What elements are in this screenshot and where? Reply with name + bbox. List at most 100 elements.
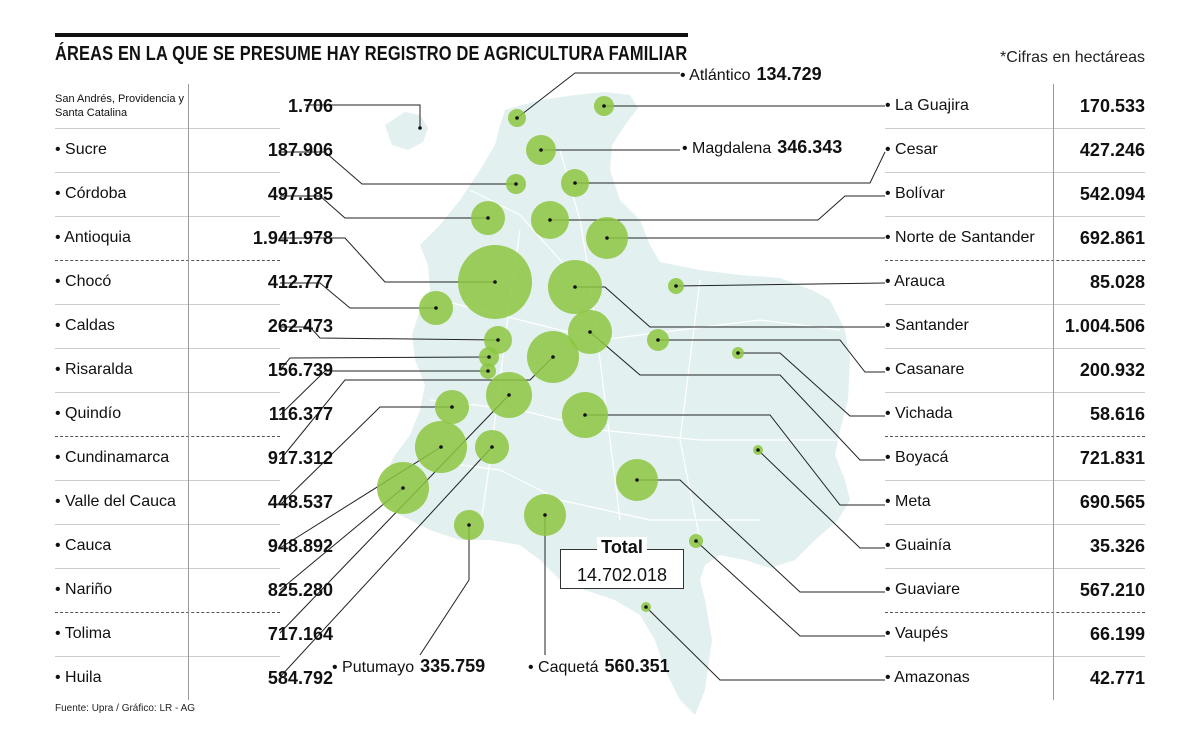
narino-leader-line: [279, 487, 404, 591]
right-table-value: 1.004.506: [1064, 316, 1145, 336]
leader-lines: [279, 72, 886, 681]
right-table-row: • Boyacá 721.831: [885, 436, 1145, 480]
right-table-row: • Casanare 200.932: [885, 348, 1145, 392]
left-table-value: 497.185: [267, 184, 333, 204]
left-table-value: 262.473: [267, 316, 333, 336]
left-table-row: • Chocó 412.777: [55, 260, 333, 304]
left-table-value: 412.777: [267, 272, 333, 292]
left-table-divider: [55, 304, 280, 305]
callout-magdalena-name: • Magdalena: [682, 140, 772, 157]
units-note: *Cifras en hectáreas: [1000, 49, 1145, 66]
tolima-leader-line: [279, 394, 510, 634]
left-table-divider: [55, 348, 280, 349]
choco-leader-line: [280, 282, 436, 309]
left-table-separator: [188, 128, 189, 172]
left-table-separator: [188, 260, 189, 304]
left-table-divider: [55, 656, 280, 657]
huila-center-dot: [490, 445, 494, 449]
left-table-name: • Nariño: [55, 581, 113, 598]
bolivar-center-dot: [548, 218, 552, 222]
left-table-name: • Córdoba: [55, 185, 127, 202]
cesar-center-dot: [573, 181, 577, 185]
left-table-row: • Antioquia 1.941.978: [55, 216, 333, 260]
boyaca-leader-line: [589, 331, 885, 461]
left-table-name: • Chocó: [55, 273, 112, 290]
left-table-name: • Sucre: [55, 141, 107, 158]
atlantico-leader-line: [516, 72, 680, 119]
right-table-value: 170.533: [1079, 96, 1145, 116]
right-table-separator: [1053, 480, 1054, 524]
left-table-separator: [188, 656, 189, 700]
callout-putumayo-value: 335.759: [420, 656, 486, 676]
right-table-row: • Cesar 427.246: [885, 128, 1145, 172]
right-table-separator: [1053, 216, 1054, 260]
risaralda-center-dot: [487, 355, 491, 359]
cesar-leader-line: [575, 151, 886, 184]
left-table-divider: [55, 524, 280, 525]
right-table-value: 567.210: [1079, 580, 1145, 600]
right-table-value: 58.616: [1089, 404, 1145, 424]
left-table-row: • Cundinamarca 917.312: [55, 436, 333, 480]
total-value: 14.702.018: [576, 565, 668, 585]
left-table-divider: [55, 436, 280, 437]
valle-center-dot: [450, 405, 454, 409]
magdalena-center-dot: [539, 148, 543, 152]
right-table-name: • Bolívar: [885, 185, 945, 202]
left-table-row: • Valle del Cauca 448.537: [55, 480, 333, 524]
guaviare-leader-line: [637, 479, 885, 593]
left-table-divider: [55, 392, 280, 393]
left-table-row: • Córdoba 497.185: [55, 172, 333, 216]
right-table-name: • Vaupés: [885, 625, 949, 642]
vichada-center-dot: [736, 351, 740, 355]
antioquia-center-dot: [493, 280, 497, 284]
antioquia-leader-line: [280, 237, 495, 283]
left-table-row: • Quindío 116.377: [55, 392, 333, 436]
casanare-leader-line: [658, 339, 885, 373]
map-title: ÁREAS EN LA QUE SE PRESUME HAY REGISTRO …: [55, 43, 688, 65]
quindio-center-dot: [486, 369, 490, 373]
la-guajira-center-dot: [602, 104, 606, 108]
left-table-name: • Antioquia: [55, 229, 131, 246]
left-table-value: 917.312: [267, 448, 333, 468]
left-table-value: 448.537: [267, 492, 333, 512]
right-table-row: • Norte de Santander 692.861: [885, 216, 1145, 260]
san-andres-leader-line: [305, 104, 421, 128]
left-table-name: • Valle del Cauca: [55, 493, 176, 510]
left-table-name: • Quindío: [55, 405, 122, 422]
right-table-row: • Amazonas 42.771: [885, 656, 1145, 700]
right-table-value: 200.932: [1079, 360, 1145, 380]
left-table-separator: [188, 612, 189, 656]
right-table-value: 690.565: [1079, 492, 1145, 512]
left-table-separator: [188, 304, 189, 348]
callout-atlantico-name: • Atlántico: [680, 67, 751, 84]
right-table-row: • Guaviare 567.210: [885, 568, 1145, 612]
left-table-separator: [188, 392, 189, 436]
callout-caqueta: • Caquetá 560.351: [528, 656, 670, 677]
left-table-value: 116.377: [268, 404, 333, 424]
right-table-name: • Santander: [885, 317, 969, 334]
left-table-row: • Tolima 717.164: [55, 612, 333, 656]
right-table-separator: [1053, 260, 1054, 304]
right-table-row: • Bolívar 542.094: [885, 172, 1145, 216]
callout-putumayo-name: • Putumayo: [332, 659, 415, 676]
arauca-center-dot: [674, 284, 678, 288]
cauca-center-dot: [439, 445, 443, 449]
vichada-leader-line: [738, 352, 885, 417]
putumayo-leader-line: [419, 525, 470, 656]
right-table-value: 542.094: [1079, 184, 1145, 204]
casanare-center-dot: [656, 338, 660, 342]
right-table-value: 85.028: [1089, 272, 1145, 292]
right-table-value: 721.831: [1079, 448, 1145, 468]
right-table-row: • La Guajira 170.533: [885, 84, 1145, 128]
right-table-separator: [1053, 304, 1054, 348]
right-table-separator: [1053, 524, 1054, 568]
cundinamarca-center-dot: [551, 355, 555, 359]
left-table-separator: [188, 436, 189, 480]
left-table-name: • Huila: [55, 669, 102, 686]
left-table-name: • Cundinamarca: [55, 449, 170, 466]
vaupes-center-dot: [694, 539, 698, 543]
right-table-name: • Arauca: [885, 273, 945, 290]
right-table-divider: [885, 172, 1145, 173]
right-table-name: • Guaviare: [885, 581, 960, 598]
guaviare-center-dot: [635, 478, 639, 482]
